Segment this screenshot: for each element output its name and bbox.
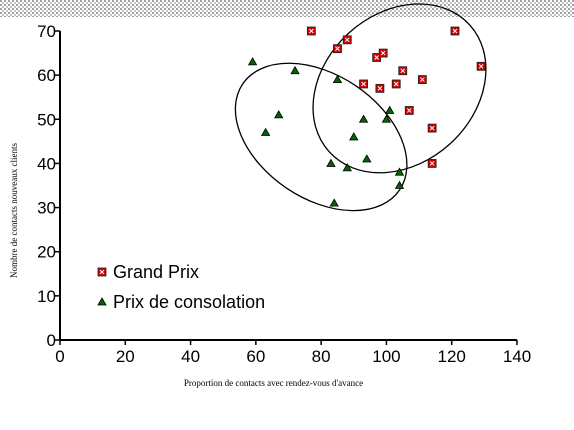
x-tick-label: 0 (55, 347, 64, 366)
data-point-grand-prix (404, 106, 414, 115)
legend-label-grand-prix: Grand Prix (113, 262, 199, 282)
data-point-prix-de-consolation (274, 110, 284, 119)
data-point-prix-de-consolation (260, 127, 271, 136)
data-point-grand-prix (342, 35, 352, 45)
data-point-grand-prix (372, 53, 382, 62)
legend-marker-grand-prix (97, 267, 107, 277)
data-point-prix-de-consolation (385, 105, 395, 114)
data-point-prix-de-consolation (290, 65, 300, 75)
y-axis-title: Nombre de contacts nouveaux clients (9, 143, 19, 278)
data-point-prix-de-consolation (362, 154, 372, 163)
x-tick-label: 100 (372, 347, 400, 366)
data-point-prix-de-consolation (332, 74, 343, 83)
data-point-prix-de-consolation (349, 132, 359, 141)
data-point-grand-prix (427, 123, 437, 133)
data-point-grand-prix (391, 79, 401, 89)
data-point-prix-de-consolation (247, 57, 258, 66)
y-tick-label: 70 (37, 22, 56, 41)
data-point-grand-prix (359, 79, 368, 89)
y-tick-label: 60 (37, 66, 56, 85)
y-tick-label: 40 (37, 154, 56, 173)
data-point-prix-de-consolation (394, 180, 405, 189)
data-point-grand-prix (378, 48, 388, 58)
y-tick-label: 0 (47, 331, 56, 350)
legend-label-prix-de-consolation: Prix de consolation (113, 292, 265, 312)
data-point-prix-de-consolation (394, 167, 405, 176)
x-tick-label: 40 (181, 347, 200, 366)
data-point-prix-de-consolation (342, 163, 352, 172)
legend-marker-prix-de-consolation (97, 297, 107, 306)
data-point-prix-de-consolation (358, 114, 369, 123)
x-tick-label: 120 (438, 347, 466, 366)
data-point-prix-de-consolation (381, 114, 392, 123)
x-tick-label: 20 (116, 347, 135, 366)
y-tick-label: 50 (37, 110, 56, 129)
x-tick-label: 80 (312, 347, 331, 366)
data-point-prix-de-consolation (329, 198, 339, 207)
data-point-grand-prix (333, 44, 342, 54)
cluster-ellipse-grand-prix (312, 3, 487, 174)
y-tick-label: 20 (37, 243, 56, 262)
x-tick-label: 60 (246, 347, 265, 366)
data-point-grand-prix (398, 66, 408, 76)
data-point-grand-prix (306, 26, 316, 36)
data-point-grand-prix (427, 159, 437, 168)
data-point-grand-prix (450, 26, 460, 36)
y-tick-label: 30 (37, 199, 56, 218)
data-point-grand-prix (375, 83, 385, 93)
x-axis-title: Proportion de contacts avec rendez-vous … (184, 378, 363, 388)
x-tick-label: 140 (503, 347, 531, 366)
data-point-grand-prix (417, 75, 427, 84)
data-point-prix-de-consolation (326, 158, 336, 167)
data-point-grand-prix (476, 61, 486, 71)
cluster-ellipse-consolation (234, 62, 408, 212)
y-tick-label: 10 (37, 287, 56, 306)
